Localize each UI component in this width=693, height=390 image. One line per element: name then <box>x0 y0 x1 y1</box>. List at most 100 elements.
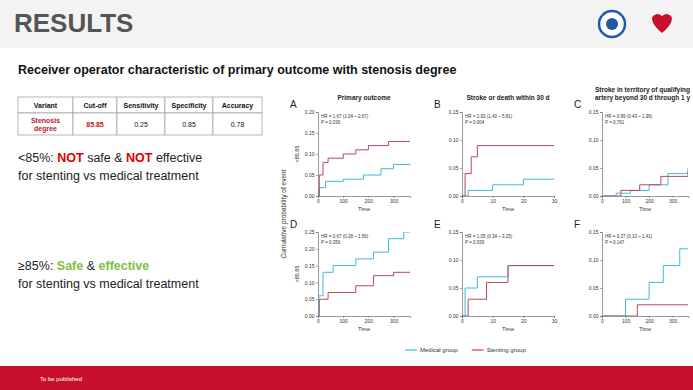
tick-label: 0.05 <box>589 285 599 291</box>
tick-label: 0 <box>461 318 464 324</box>
table-cell <box>73 97 117 113</box>
tick-label: 20 <box>521 198 527 204</box>
panel-label: F <box>574 219 580 230</box>
tick-mark <box>600 316 602 317</box>
tick-label: 200 <box>365 198 374 204</box>
table-value: Stenosisdegree <box>31 117 60 133</box>
y-tick: 0.00 <box>305 193 318 199</box>
tick-label: 300 <box>390 198 399 204</box>
background <box>0 0 693 390</box>
x-label: Time <box>639 206 651 212</box>
panel-title: Primary outcome <box>337 94 390 102</box>
annotation: P = 0.004 <box>465 120 485 125</box>
table-cell <box>213 97 262 113</box>
tick-label: 0.00 <box>589 313 599 319</box>
tick-mark <box>600 260 602 261</box>
y-axis: 0.000.050.100.150.20 <box>305 109 319 199</box>
x-tick: 100 <box>622 316 631 324</box>
axis-line <box>463 317 555 319</box>
x-tick: 100 <box>340 316 349 324</box>
panel: 0.000.050.100.150.200.250100200300TimeHR… <box>290 219 411 332</box>
panel-title: Stroke or death within 30 d <box>466 94 549 101</box>
y-tick: 0.00 <box>305 313 318 319</box>
axis-line <box>316 233 319 317</box>
tick-label: 100 <box>340 318 349 324</box>
x-tick: 0 <box>317 316 320 324</box>
annotation: HR = 0.67 (0.28 ~ 1.56) <box>321 234 369 239</box>
axis-line <box>600 113 603 197</box>
finding-line: for stenting vs medical treatment <box>18 277 199 291</box>
footer-text: To be published <box>40 376 82 382</box>
tick-mark <box>316 196 318 197</box>
y-tick: 0.00 <box>449 193 462 199</box>
tick-mark <box>600 140 602 141</box>
finding-line: for stenting vs medical treatment <box>18 169 199 183</box>
y-tick: 0.15 <box>305 130 318 136</box>
tick-mark <box>316 133 318 134</box>
finding-text: effective <box>99 259 150 273</box>
y-tick: 0.10 <box>589 137 602 143</box>
tick-label: 0.05 <box>589 165 599 171</box>
x-tick: 20 <box>521 316 527 324</box>
y-tick: 0.05 <box>305 172 318 178</box>
table-value: 85.85 <box>86 121 104 128</box>
y-tick: 0.15 <box>589 229 602 235</box>
header-band <box>0 0 693 48</box>
x-tick: 0 <box>317 196 320 204</box>
x-tick: 0 <box>461 316 464 324</box>
x-tick: 300 <box>390 316 399 324</box>
legend-swatch <box>472 349 484 350</box>
tick-label: 300 <box>669 318 678 324</box>
km-curve <box>602 171 688 196</box>
y-tick: 0.00 <box>449 313 462 319</box>
y-tick: 0.05 <box>589 285 602 291</box>
tick-mark <box>316 299 318 300</box>
y-tick: 0.10 <box>305 280 318 286</box>
km-curve <box>462 266 554 316</box>
table-header: Cut-off <box>84 102 108 109</box>
y-axis: 0.000.050.100.150.200.25 <box>305 229 319 319</box>
finding-text: for stenting vs medical treatment <box>18 277 199 291</box>
y-label: Cumulative probability of event <box>280 169 288 258</box>
annotation: P = 0.356 <box>321 240 341 245</box>
y-tick: 0.00 <box>589 313 602 319</box>
x-tick: 30 <box>552 316 558 324</box>
panel-label: C <box>574 99 581 110</box>
panel: 0.000.050.100.150.200100200300TimeHR = 1… <box>290 94 411 212</box>
axis-line <box>463 197 555 199</box>
axis-line <box>460 113 463 197</box>
annotation: P = 0.761 <box>605 120 625 125</box>
tick-label: 0.10 <box>449 137 459 143</box>
table: VariantCut-offSensitivitySpecificityAccu… <box>18 97 262 135</box>
x-tick: 100 <box>340 196 349 204</box>
y-tick: 0.15 <box>449 229 462 235</box>
tick-mark <box>600 112 602 113</box>
table-cell <box>73 113 117 135</box>
tick-label: 0.15 <box>449 109 459 115</box>
x-label: Time <box>502 206 514 212</box>
km-curve <box>462 179 554 196</box>
km-curve <box>602 168 688 196</box>
x-tick: 200 <box>645 316 654 324</box>
panel: 0.000.050.100.150102030TimeHR = 2.93 (1.… <box>434 94 557 212</box>
y-tick: 0.15 <box>305 263 318 269</box>
tick-label: 100 <box>622 318 631 324</box>
x-axis: 0102030 <box>461 196 557 204</box>
legend-label: Medical group <box>420 347 458 353</box>
table-cell <box>213 113 262 135</box>
tick-label: 100 <box>622 198 631 204</box>
annotation: P = 0.147 <box>605 240 625 245</box>
tick-mark <box>316 282 318 283</box>
tick-label: 0.10 <box>589 137 599 143</box>
table-header: Variant <box>34 102 58 109</box>
x-tick: 300 <box>390 196 399 204</box>
tick-label: 0.00 <box>449 193 459 199</box>
slide: RESULTSReceiver operator characteristic … <box>0 0 693 390</box>
table-cell <box>18 113 73 135</box>
logo <box>652 14 672 33</box>
x-tick: 200 <box>365 196 374 204</box>
km-curve <box>602 305 688 316</box>
y-tick: 0.00 <box>589 193 602 199</box>
table-cell <box>18 97 73 113</box>
x-tick: 200 <box>645 196 654 204</box>
